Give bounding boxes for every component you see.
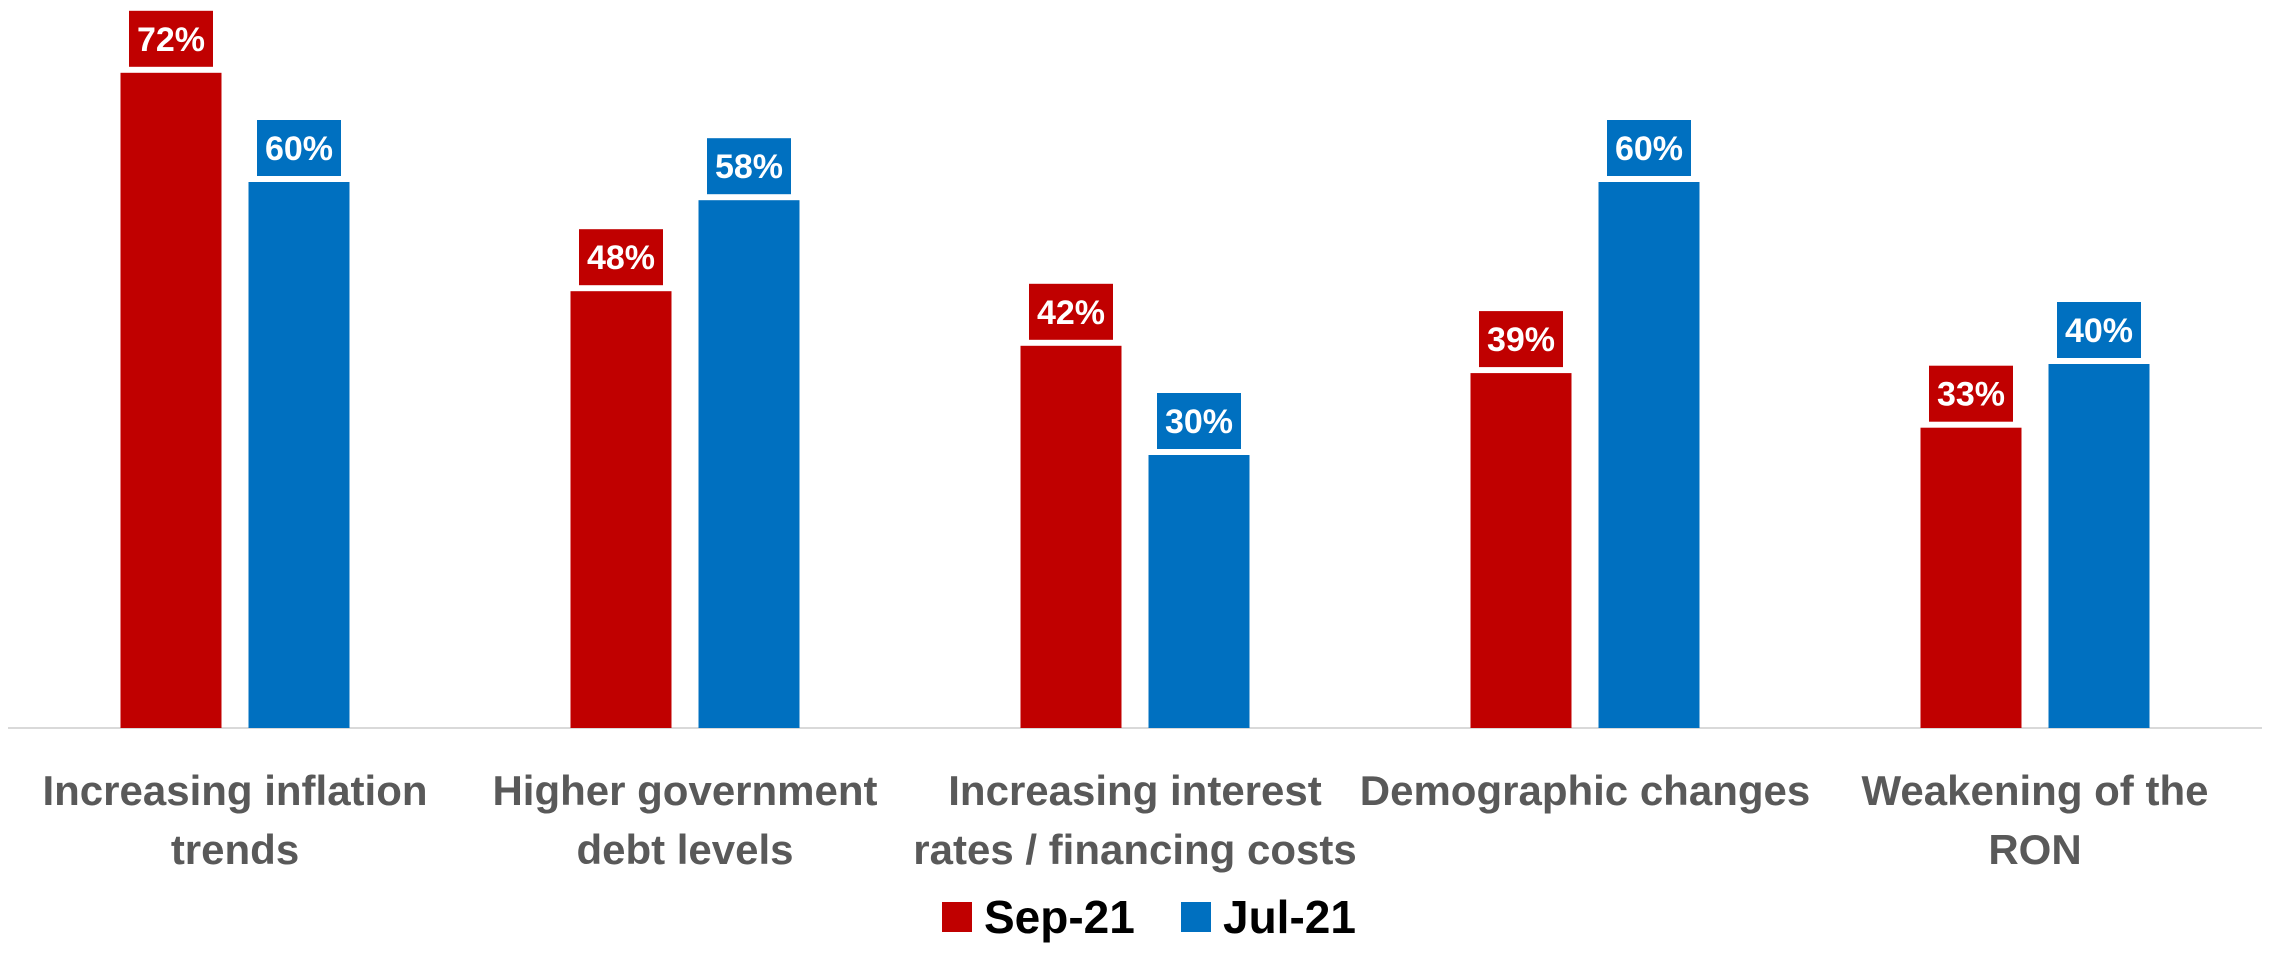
data-label-box	[257, 120, 341, 176]
data-label-box	[129, 10, 213, 67]
bars-group: 72% 60% 48% 58% 42% 30% 39% 60% 33% 40%	[120, 10, 2150, 729]
category-label: rates / financing costs	[913, 826, 1356, 873]
data-label: 60%	[1615, 130, 1683, 168]
data-label-box	[1479, 311, 1563, 368]
data-label-box	[707, 138, 791, 195]
bar-jul-21-0	[248, 182, 350, 728]
bar-sep-21-3	[1470, 373, 1572, 728]
category-label: debt levels	[576, 826, 793, 873]
bar-sep-21-0	[120, 72, 222, 729]
data-label-box	[2057, 302, 2141, 358]
category-labels: Increasing inflation trends Higher governm…	[42, 767, 2208, 873]
legend: Sep-21 Jul-21	[942, 891, 1356, 943]
legend-swatch-sep-21	[942, 902, 972, 932]
data-label: 48%	[587, 239, 655, 277]
data-label-box	[1157, 393, 1241, 449]
category-label: trends	[171, 826, 299, 873]
category-label: Increasing interest	[948, 767, 1321, 814]
data-label: 58%	[715, 148, 783, 186]
bar-sep-21-4	[1920, 427, 2022, 728]
bar-jul-21-4	[2048, 364, 2150, 728]
data-label-box	[1607, 120, 1691, 176]
bar-sep-21-2	[1020, 345, 1122, 728]
bar-jul-21-2	[1148, 455, 1250, 728]
data-label: 33%	[1937, 376, 2005, 414]
data-label-box	[1929, 365, 2013, 422]
category-label: Higher government	[492, 767, 877, 814]
bar-jul-21-3	[1598, 182, 1700, 728]
data-label: 60%	[265, 130, 333, 168]
legend-swatch-jul-21	[1181, 902, 1211, 932]
data-label-box	[579, 229, 663, 286]
data-label: 30%	[1165, 403, 1233, 441]
data-label: 72%	[137, 21, 205, 59]
category-label: Increasing inflation	[42, 767, 427, 814]
category-label: Weakening of the	[1862, 767, 2209, 814]
data-label: 40%	[2065, 312, 2133, 350]
legend-label-jul-21: Jul-21	[1223, 891, 1356, 943]
category-label: RON	[1988, 826, 2081, 873]
data-label: 39%	[1487, 321, 1555, 359]
legend-label-sep-21: Sep-21	[984, 891, 1135, 943]
category-label: Demographic changes	[1360, 767, 1810, 814]
data-label-box	[1029, 283, 1113, 340]
data-label: 42%	[1037, 294, 1105, 332]
bar-jul-21-1	[698, 200, 800, 728]
bar-sep-21-1	[570, 291, 672, 728]
